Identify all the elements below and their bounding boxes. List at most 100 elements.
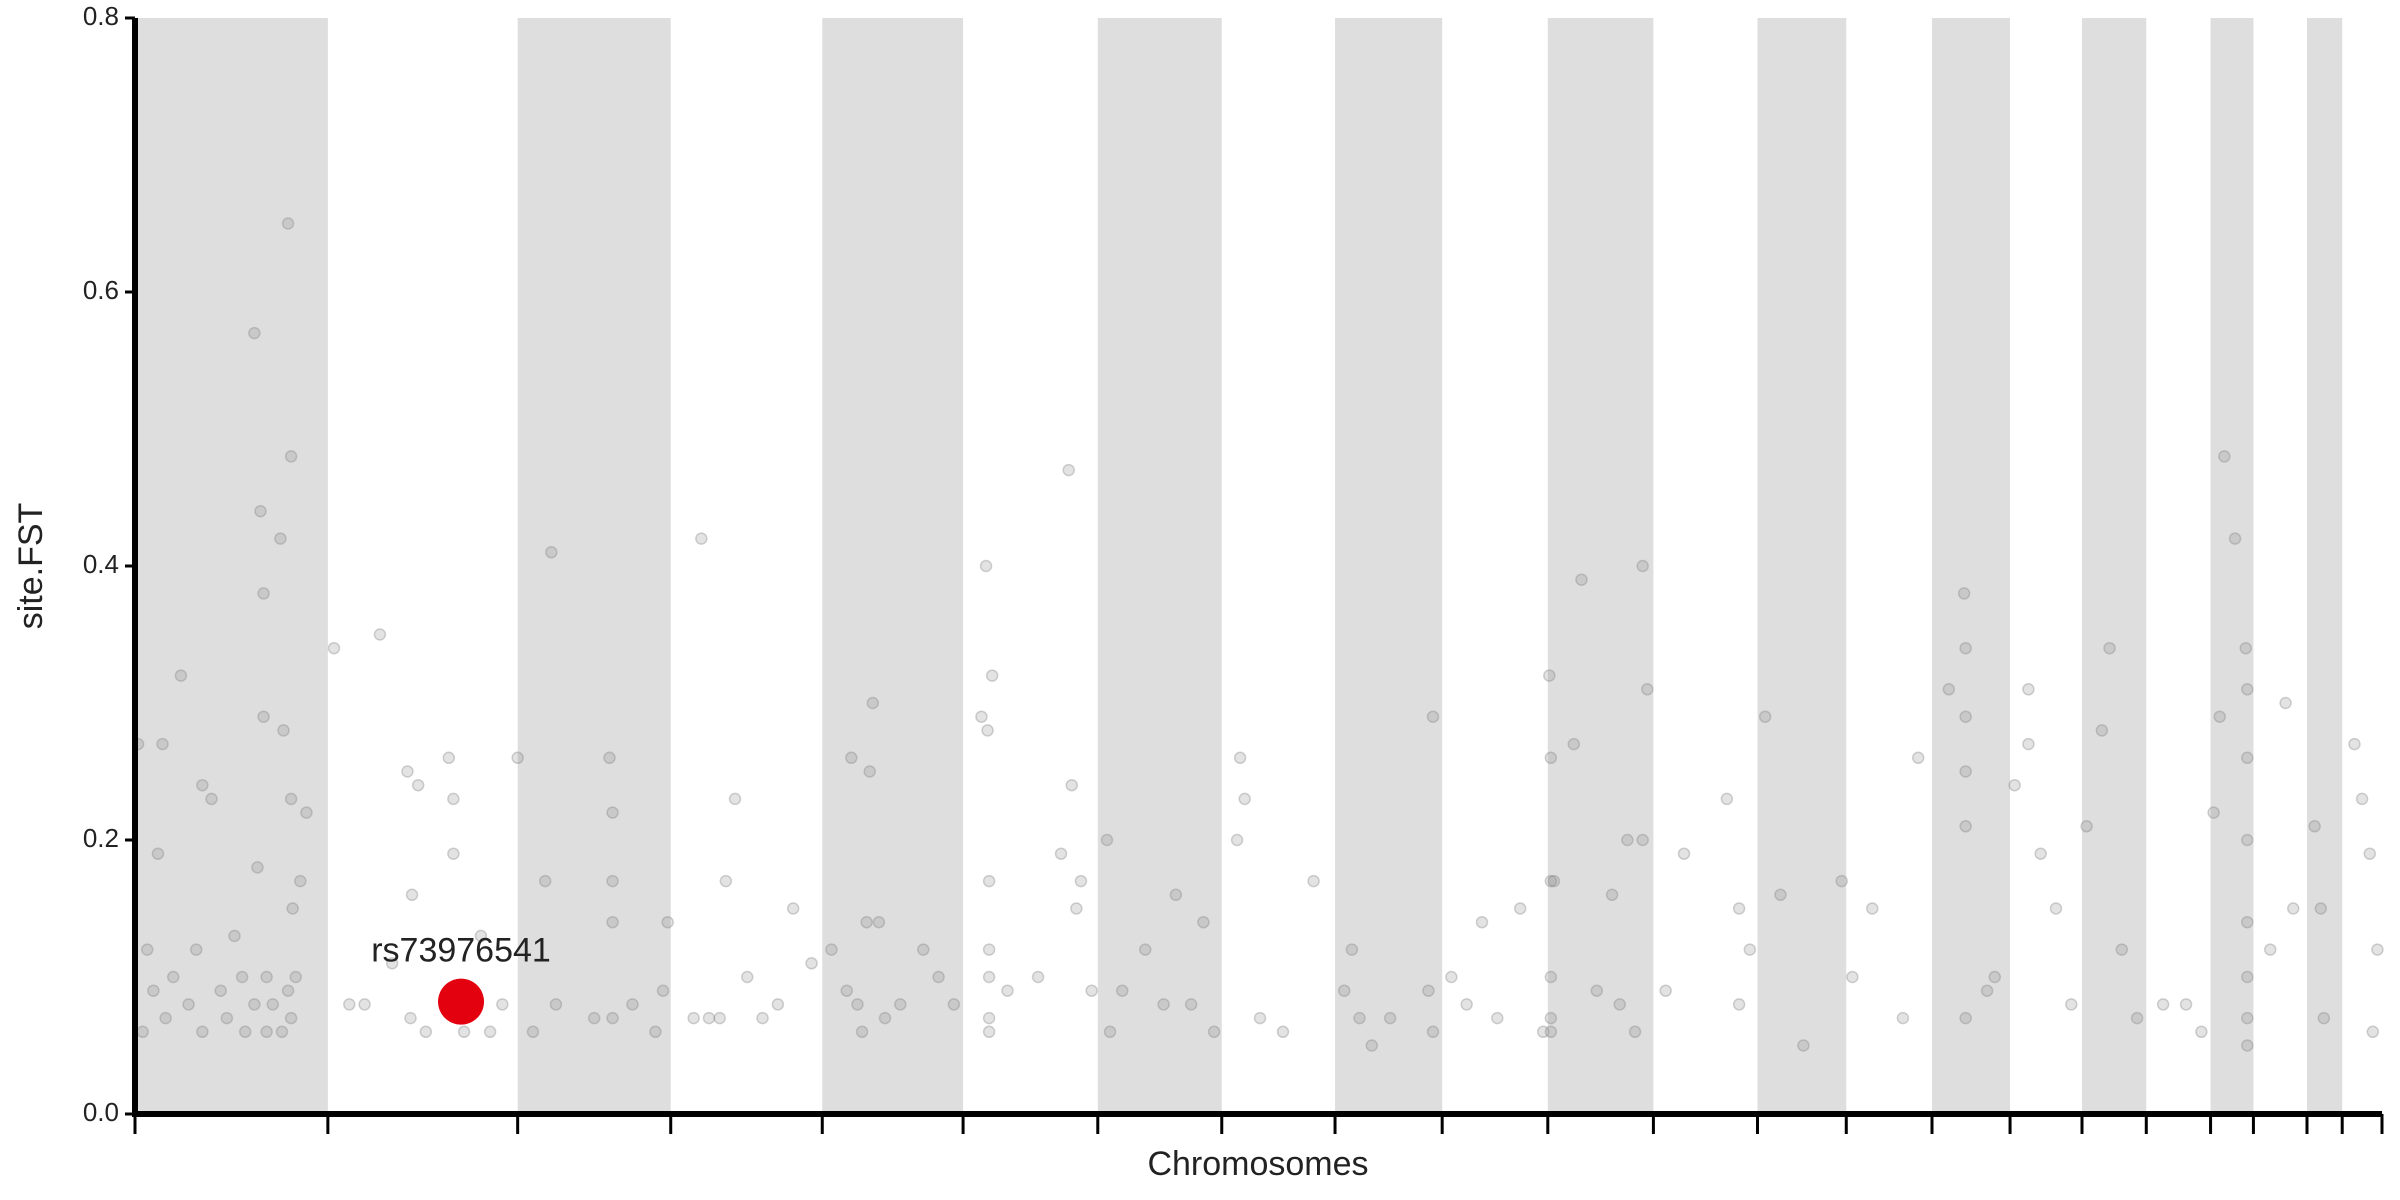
- point: [140, 943, 154, 956]
- point: [2022, 737, 2035, 751]
- point: [266, 998, 280, 1011]
- point: [1732, 902, 1746, 915]
- point: [603, 751, 616, 765]
- chromosome-bands: [135, 18, 2343, 1114]
- y-tick-label: 0.6: [83, 275, 119, 305]
- point: [205, 792, 218, 806]
- y-axis-title: site.FST: [12, 503, 50, 630]
- point: [214, 984, 227, 997]
- point: [2156, 998, 2170, 1011]
- point: [1074, 874, 1088, 888]
- point: [2207, 806, 2220, 819]
- point: [385, 957, 399, 970]
- point: [1911, 751, 1925, 765]
- point: [1253, 1011, 1267, 1025]
- point: [238, 1025, 252, 1039]
- chromosome-band: [1757, 18, 1847, 1114]
- point: [1157, 998, 1170, 1011]
- point: [1233, 751, 1247, 765]
- point: [917, 943, 930, 956]
- point: [866, 696, 880, 710]
- point: [982, 943, 996, 956]
- point: [878, 1011, 892, 1025]
- point: [1621, 833, 1634, 847]
- point: [136, 1025, 149, 1039]
- point: [1774, 888, 1787, 902]
- point: [1636, 559, 1649, 573]
- point: [1720, 792, 1734, 806]
- point: [1959, 820, 1972, 833]
- point: [975, 710, 988, 723]
- point: [1835, 874, 1848, 888]
- point: [196, 778, 209, 792]
- chromosome-band: [1335, 18, 1443, 1114]
- point: [2218, 450, 2231, 463]
- point: [656, 984, 670, 997]
- point: [1085, 984, 1098, 997]
- point: [1001, 984, 1014, 997]
- point: [474, 929, 488, 943]
- point: [1169, 888, 1183, 902]
- point: [1797, 1039, 1810, 1052]
- point: [2366, 1025, 2380, 1039]
- point: [1942, 683, 1956, 696]
- point: [982, 874, 996, 888]
- point: [756, 1011, 769, 1025]
- point: [2095, 724, 2109, 737]
- point: [1846, 970, 1859, 984]
- point: [979, 559, 993, 573]
- point: [284, 792, 298, 806]
- point: [2241, 970, 2254, 984]
- point: [2241, 1039, 2254, 1052]
- chromosome-band: [2210, 18, 2254, 1114]
- point: [1197, 915, 1210, 929]
- point: [894, 998, 907, 1011]
- point: [2065, 998, 2078, 1011]
- y-tick-label: 0.2: [83, 823, 119, 853]
- point: [1383, 1011, 1397, 1025]
- point: [1959, 765, 1972, 778]
- point: [174, 669, 188, 682]
- point: [254, 504, 267, 518]
- point: [343, 998, 356, 1011]
- point: [2080, 820, 2093, 833]
- point: [257, 710, 270, 723]
- point: [189, 943, 203, 956]
- point: [661, 915, 674, 929]
- point: [985, 669, 999, 682]
- point: [196, 1025, 209, 1039]
- point: [159, 1011, 172, 1025]
- point: [855, 1025, 869, 1039]
- point: [2363, 847, 2377, 860]
- point: [1103, 1025, 1117, 1039]
- point: [1980, 984, 1994, 997]
- point: [327, 641, 341, 655]
- point: [649, 1025, 662, 1039]
- point: [2286, 902, 2300, 915]
- point: [1365, 1039, 1379, 1052]
- point: [284, 450, 298, 463]
- point: [404, 1011, 417, 1025]
- point: [1547, 874, 1561, 888]
- point: [728, 792, 742, 806]
- point: [373, 628, 387, 641]
- point: [1758, 710, 1772, 723]
- chromosome-band: [822, 18, 964, 1114]
- point: [2228, 532, 2242, 545]
- point: [538, 874, 552, 888]
- point: [281, 217, 295, 230]
- y-tick-label: 0.4: [83, 549, 119, 579]
- point: [248, 998, 261, 1011]
- point: [248, 326, 261, 340]
- point: [1988, 970, 2001, 984]
- point: [1605, 888, 1619, 902]
- point: [300, 806, 313, 819]
- point: [851, 998, 864, 1011]
- point: [840, 984, 854, 997]
- point: [1896, 1011, 1910, 1025]
- highlight-point: [438, 978, 485, 1025]
- point: [1116, 984, 1129, 997]
- point: [1544, 1011, 1558, 1025]
- point: [483, 1025, 497, 1039]
